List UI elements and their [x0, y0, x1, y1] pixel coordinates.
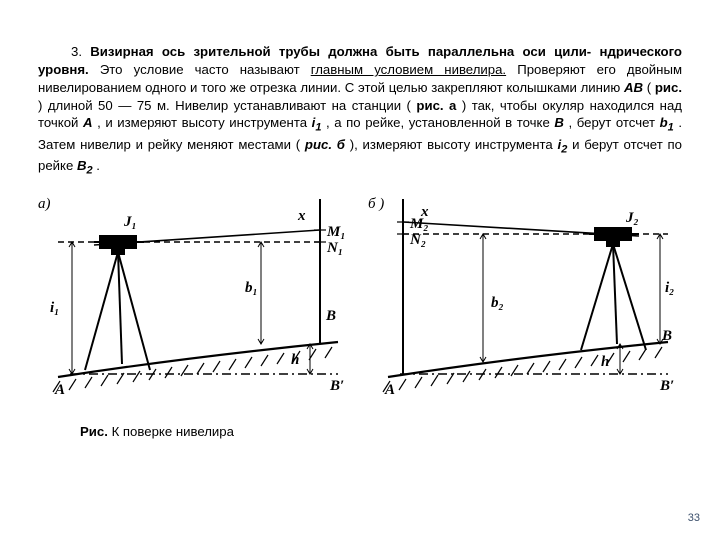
t-2a: Это условие часто называют [100, 62, 311, 77]
page-number: 33 [688, 511, 700, 526]
lbl-N2: N₂ [409, 232, 426, 248]
figure-caption: Рис. К поверке нивелира [80, 423, 682, 441]
lead-number: 3. [71, 44, 82, 59]
label-a: а) [38, 196, 51, 212]
label-b: б ) [368, 196, 384, 212]
t-9: , берут отсчет [568, 115, 659, 130]
lbl-M2: M₂ [409, 216, 429, 232]
ris-1: рис. [655, 80, 682, 95]
sym-B: В [554, 115, 564, 130]
lbl-Ba: B [325, 308, 336, 324]
sym-i2: i2 [558, 137, 568, 152]
sym-AB: АВ [624, 80, 643, 95]
t-underline: главным условием нивелира. [311, 62, 506, 77]
lbl-Bb: B [661, 328, 672, 344]
t-4: ( [647, 80, 651, 95]
lbl-b2: b₂ [491, 295, 504, 311]
t-13: . [96, 158, 100, 173]
figure: .lab { font: italic 15px 'Times New Roma… [38, 192, 682, 417]
lbl-Ab: A [384, 382, 395, 398]
t-11: ), измеряют высоту инструмента [350, 137, 558, 152]
sym-A: А [83, 115, 93, 130]
paragraph: 3. Визирная ось зрительной трубы должна … [38, 43, 682, 179]
lbl-Bp: B′ [329, 378, 344, 394]
tripod-b [581, 228, 646, 350]
lbl-A: A [54, 382, 65, 398]
panel-a: а) [38, 196, 346, 398]
lbl-x: x [297, 208, 306, 224]
lbl-M1: M₁ [326, 224, 346, 240]
lbl-i1: i₁ [50, 300, 59, 316]
tripod-a [85, 236, 150, 370]
t-8: , а по рейке, установленной в точке [326, 115, 554, 130]
sym-B2: В2 [77, 158, 93, 173]
ris-b: рис. б [305, 137, 345, 152]
lbl-b1: b₁ [245, 280, 258, 296]
leveling-diagram: .lab { font: italic 15px 'Times New Roma… [38, 192, 678, 417]
lbl-hb: h [601, 354, 609, 370]
sym-b1: b1 [660, 115, 674, 130]
t-5: ) длиной 50 — 75 м. Нивелир устанавливаю… [38, 98, 411, 113]
lbl-i2: i₂ [665, 280, 674, 296]
lbl-h: h [291, 352, 299, 368]
cond-bold-1: Визирная ось зрительной трубы должна быт… [90, 44, 591, 59]
lbl-N1: N₁ [326, 240, 343, 256]
lbl-J2: J₂ [625, 210, 639, 226]
panel-b: б ) [368, 196, 674, 398]
caption-rest: К поверке нивелира [108, 424, 234, 439]
sym-i1: i1 [312, 115, 322, 130]
lbl-Bpb: B′ [659, 378, 674, 394]
t-7: , и измеряют высоту инструмента [97, 115, 312, 130]
lbl-J1: J₁ [123, 214, 137, 230]
caption-ris: Рис. [80, 424, 108, 439]
ris-a: рис. а [416, 98, 456, 113]
